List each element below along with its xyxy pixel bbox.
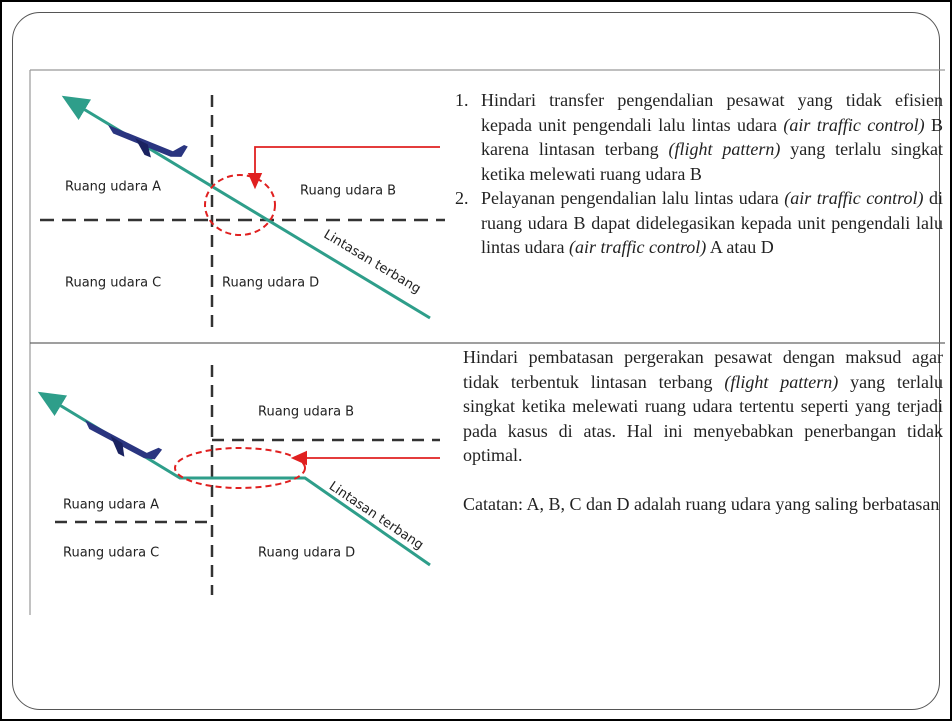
- label: Ruang udara C: [65, 276, 161, 291]
- text-run: Pelayanan pengendalian lalu lintas udara: [481, 188, 784, 208]
- list-text: Hindari transfer pengendalian pesawat ya…: [481, 88, 943, 186]
- text-run: (flight pattern): [724, 372, 838, 392]
- path-label: Lintasan terbang: [326, 479, 426, 553]
- label: Ruang udara D: [258, 546, 355, 561]
- text-run: (air traffic control): [569, 237, 706, 257]
- label: Ruang udara A: [63, 498, 159, 513]
- top-text: 1.Hindari transfer pengendalian pesawat …: [455, 88, 943, 260]
- text-run: (air traffic control): [783, 115, 924, 135]
- label: Ruang udara C: [63, 546, 159, 561]
- list-item: 2.Pelayanan pengendalian lalu lintas uda…: [455, 186, 943, 260]
- paragraph: Hindari pembatasan pergerakan pesawat de…: [463, 345, 943, 468]
- top-diagram: Ruang udara A Ruang udara B Ruang udara …: [40, 95, 445, 330]
- list-number: 1.: [455, 88, 481, 186]
- bottom-diagram: Ruang udara B Ruang udara A Ruang udara …: [48, 365, 440, 595]
- note: Catatan: A, B, C dan D adalah ruang udar…: [463, 492, 943, 517]
- label: Ruang udara D: [222, 276, 319, 291]
- text-run: (air traffic control): [784, 188, 923, 208]
- list-text: Pelayanan pengendalian lalu lintas udara…: [481, 186, 943, 260]
- list-item: 1.Hindari transfer pengendalian pesawat …: [455, 88, 943, 186]
- text-run: (flight pattern): [669, 139, 781, 159]
- bottom-text: Hindari pembatasan pergerakan pesawat de…: [463, 345, 943, 516]
- text-run: A atau D: [706, 237, 774, 257]
- label: Ruang udara A: [65, 180, 161, 195]
- label: Ruang udara B: [300, 184, 396, 199]
- list-number: 2.: [455, 186, 481, 260]
- page: {"top": { "labels": {"a": "Ruang udara A…: [0, 0, 952, 721]
- label: Ruang udara B: [258, 405, 354, 420]
